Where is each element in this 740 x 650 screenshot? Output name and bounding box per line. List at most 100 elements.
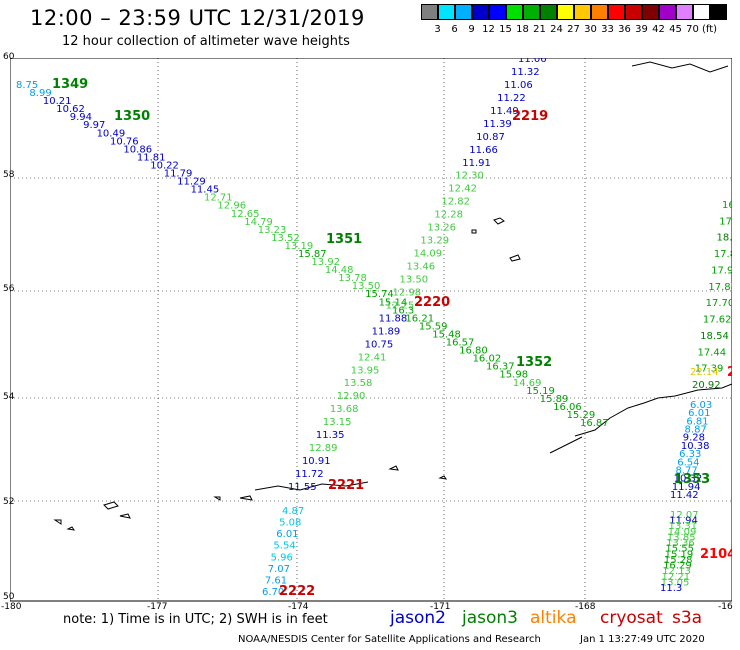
color-swatch [625, 4, 642, 20]
wave-height-value: 12.41 [358, 352, 387, 363]
small-islands [53, 465, 399, 531]
color-scale-label: 24 [550, 24, 563, 35]
wave-height-value: 13.46 [406, 262, 435, 273]
lon-tick-label: -177 [147, 602, 168, 612]
orbit-label: 1353 [674, 472, 710, 487]
chart-title: 12:00 – 23:59 UTC 12/31/2019 [30, 6, 365, 30]
wave-height-value: 11.29 [177, 177, 206, 188]
color-scale-label: 39 [635, 24, 648, 35]
legend-jason3: jason3 [462, 608, 518, 628]
wave-height-value: 10.75 [365, 339, 394, 350]
grid-lines [10, 58, 732, 601]
wave-height-value: 11.66 [469, 145, 498, 156]
color-scale-label: 30 [584, 24, 597, 35]
wave-height-value: 17.91 [711, 265, 732, 276]
legend-s3a: s3a [672, 608, 703, 628]
map-area: 8.758.9910.2110.629.949.9710.4910.7610.8… [10, 58, 732, 602]
wave-height-value: 16.87 [580, 418, 609, 429]
wave-height-value: 16.92 [722, 200, 732, 211]
wave-height-value: 12.07 [670, 510, 699, 521]
lon-tick-label: -168 [575, 602, 596, 612]
wave-height-value: 11.42 [670, 490, 699, 501]
wave-height-value: 16.29 [663, 561, 692, 572]
color-swatch [455, 4, 472, 20]
wave-height-value: 12.21 [662, 572, 691, 583]
footer-timestamp: Jan 1 13:27:49 UTC 2020 [580, 634, 705, 645]
wave-height-value: 5.08 [279, 518, 301, 529]
wave-height-value: 13.50 [400, 274, 429, 285]
color-scale-label: 70 [686, 24, 699, 35]
wave-height-value: 12.25 [386, 300, 415, 311]
orbit-label: 2104 [700, 547, 732, 562]
wave-height-value: 12.28 [434, 210, 463, 221]
wave-height-value: 15.59 [419, 321, 448, 332]
lon-tick-label: -180 [1, 602, 22, 612]
wave-height-value: 13.95 [351, 365, 380, 376]
color-swatch [574, 4, 591, 20]
wave-height-value: 14.48 [325, 265, 354, 276]
lat-tick-label: 56 [3, 284, 15, 294]
legend-jason2: jason2 [390, 608, 446, 628]
color-scale-label: 45 [669, 24, 682, 35]
color-scale-label: 18 [516, 24, 529, 35]
color-swatch [557, 4, 574, 20]
wave-height-value: 13.50 [352, 281, 381, 292]
aleutian-islands [103, 436, 583, 519]
wave-height-value: 13.23 [258, 225, 287, 236]
wave-height-value: 14.09 [413, 249, 442, 260]
wave-height-value: 10.87 [476, 132, 505, 143]
color-swatch [676, 4, 693, 20]
wave-height-value: 14.69 [513, 378, 542, 389]
wave-height-value: 12.96 [217, 201, 246, 212]
wave-height-value: 12.13 [662, 566, 691, 577]
color-scale-label: 36 [618, 24, 631, 35]
wave-height-value: 13.05 [661, 577, 690, 588]
orbit-label: 1352 [516, 355, 552, 370]
wave-height-value: 12.82 [441, 197, 470, 208]
wave-height-value: 10.86 [123, 144, 152, 155]
wave-height-value: 12.89 [309, 443, 338, 454]
lat-tick-label: 54 [3, 392, 15, 402]
wave-height-value: 17.62 [703, 315, 732, 326]
alaska-peninsula [574, 383, 732, 437]
orbit-label: 1349 [52, 77, 88, 92]
color-scale-label: 33 [601, 24, 614, 35]
wave-height-value: 16.21 [405, 313, 434, 324]
wave-height-value: 11.39 [483, 119, 512, 130]
orbit-label: 1350 [114, 109, 150, 124]
alaska-coast-north [631, 61, 729, 73]
wave-height-value: 15.87 [298, 249, 327, 260]
wave-height-value: 11.06 [504, 80, 533, 91]
wave-height-value: 6.03 [690, 400, 712, 411]
wave-height-value: 10.49 [97, 128, 126, 139]
color-swatch [659, 4, 676, 20]
color-swatch [472, 4, 489, 20]
wave-height-value: 13.85 [667, 532, 696, 543]
wave-height-value: 18.56 [717, 233, 732, 244]
lat-tick-label: 52 [3, 497, 15, 507]
wave-height-value: 11.45 [191, 185, 220, 196]
wave-height-value: 13.52 [271, 233, 300, 244]
wave-height-value: 17.85 [708, 282, 732, 293]
wave-height-value: 15.19 [526, 386, 555, 397]
wave-height-value: 11.32 [511, 67, 540, 78]
wave-height-value: 11.94 [669, 516, 698, 527]
lon-tick-label: -174 [288, 602, 309, 612]
wave-height-value: 15.28 [664, 555, 693, 566]
wave-height-value: 17.51 [719, 216, 732, 227]
wave-height-value: 13.78 [338, 273, 367, 284]
wave-height-value: 16.57 [446, 338, 475, 349]
wave-height-value: 11.72 [295, 469, 324, 480]
wave-height-value: 15.19 [665, 549, 694, 560]
orbit-label: 2219 [512, 109, 548, 124]
map-frame [10, 58, 732, 602]
wave-height-value: 17.44 [697, 347, 726, 358]
color-scale-label: 9 [468, 24, 475, 35]
wave-height-value: 6.01 [276, 529, 298, 540]
color-scale-label: 6 [451, 24, 458, 35]
color-swatch [421, 4, 438, 20]
legend-altika: altika [530, 608, 577, 628]
color-swatch [506, 4, 523, 20]
wave-height-value: 12.42 [448, 184, 477, 195]
wave-height-value: 13.31 [668, 521, 697, 532]
